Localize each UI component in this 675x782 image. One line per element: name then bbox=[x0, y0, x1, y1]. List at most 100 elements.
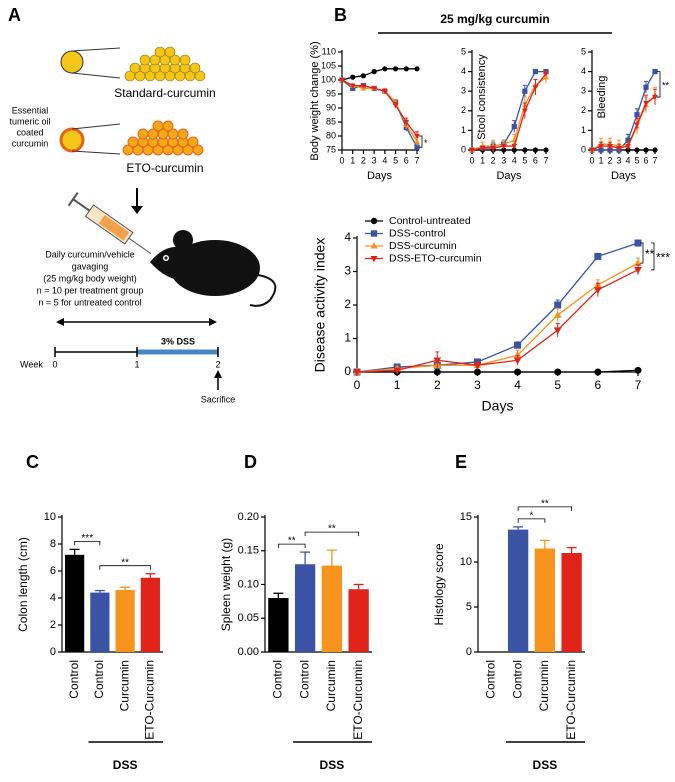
y-tick-label: 0.10 bbox=[238, 578, 259, 590]
marker bbox=[501, 147, 507, 153]
x-tick-label: Curcumin bbox=[324, 660, 338, 711]
eto-note: curcumin bbox=[12, 138, 49, 148]
protocol: Daily curcumin/vehicle bbox=[45, 249, 135, 259]
marker bbox=[522, 147, 528, 153]
sig-bracket bbox=[517, 518, 546, 523]
x-tick-label: ETO-Curcumin bbox=[143, 660, 157, 740]
x-tick-label: 0 bbox=[469, 155, 474, 165]
sig-bracket bbox=[304, 531, 360, 537]
legend-marker bbox=[370, 255, 378, 263]
marker bbox=[393, 367, 401, 375]
sacrifice-label: Sacrifice bbox=[201, 394, 236, 404]
y-tick-label: 2 bbox=[581, 105, 586, 115]
sig-bracket bbox=[657, 71, 661, 98]
particle bbox=[60, 50, 84, 74]
marker bbox=[360, 73, 367, 79]
leader bbox=[71, 150, 121, 155]
y-tick-label: 1 bbox=[581, 125, 586, 135]
sig-bracket bbox=[277, 543, 306, 549]
marker bbox=[514, 368, 522, 376]
sig-label: ** bbox=[288, 536, 296, 547]
x-tick-label: 4 bbox=[625, 155, 630, 165]
x-tick-label: 2 bbox=[434, 378, 441, 392]
marker bbox=[513, 357, 522, 365]
marker bbox=[553, 310, 562, 318]
y-tick-label: 0.15 bbox=[238, 545, 259, 557]
y-tick-label: 0 bbox=[50, 646, 56, 658]
y-axis-title: Disease activity index bbox=[312, 238, 328, 373]
b-header: 25 mg/kg curcumin bbox=[440, 12, 549, 26]
marker bbox=[382, 66, 388, 72]
x-tick-label: 2 bbox=[607, 155, 612, 165]
week-label: Week bbox=[20, 359, 43, 369]
x-tick-label: 2 bbox=[491, 155, 496, 165]
marker bbox=[350, 74, 356, 80]
mouse bbox=[150, 230, 277, 307]
marker bbox=[414, 144, 420, 150]
marker bbox=[414, 138, 420, 144]
y-tick-label: 10 bbox=[44, 511, 56, 523]
series-line bbox=[356, 262, 639, 373]
group-label: DSS bbox=[113, 758, 138, 772]
y-tick-label: 3 bbox=[581, 86, 586, 96]
y-tick-label: 110 bbox=[322, 46, 336, 56]
y-tick-label: 90 bbox=[326, 102, 336, 112]
eto-note: tumeric oil bbox=[9, 116, 50, 126]
marker bbox=[643, 84, 649, 90]
series-line bbox=[356, 242, 639, 373]
y-tick-label: 15 bbox=[460, 511, 472, 523]
panel-letter: A bbox=[8, 5, 21, 25]
leader bbox=[71, 72, 121, 79]
y-tick-label: 0.05 bbox=[238, 612, 259, 624]
x-axis-title: Days bbox=[367, 170, 393, 182]
y-tick-label: 85 bbox=[326, 116, 336, 126]
marker bbox=[652, 95, 658, 101]
eto-note: coated bbox=[16, 127, 43, 137]
x-tick-label: 6 bbox=[533, 155, 538, 165]
eto-note: Essential bbox=[12, 105, 49, 115]
y-tick-label: 95 bbox=[326, 88, 336, 98]
x-tick-label: 1 bbox=[350, 155, 355, 165]
legend-label: DSS-control bbox=[389, 227, 446, 239]
x-tick-label: 4 bbox=[514, 378, 521, 392]
x-tick-label: 4 bbox=[382, 155, 387, 165]
marker bbox=[473, 368, 481, 376]
marker bbox=[598, 144, 604, 150]
y-axis-title: Body weight change (%) bbox=[309, 41, 321, 160]
arrowhead bbox=[131, 206, 143, 214]
marker bbox=[554, 301, 562, 309]
standard-label: Standard-curcumin bbox=[114, 86, 215, 100]
y-tick-label: 1 bbox=[461, 125, 466, 135]
marker bbox=[414, 133, 420, 140]
marker bbox=[360, 83, 367, 89]
marker bbox=[433, 368, 441, 376]
x-tick-label: 6 bbox=[404, 155, 409, 165]
marker bbox=[634, 112, 640, 118]
marker bbox=[511, 123, 517, 130]
bar bbox=[348, 589, 369, 652]
marker bbox=[553, 327, 562, 335]
x-tick-label: 0 bbox=[589, 155, 594, 165]
marker bbox=[616, 145, 622, 152]
x-tick-label: 5 bbox=[393, 155, 398, 165]
series-line bbox=[356, 269, 639, 373]
marker bbox=[652, 147, 658, 153]
y-tick-label: 3 bbox=[461, 86, 466, 96]
arrowhead bbox=[214, 370, 222, 378]
marker bbox=[490, 145, 497, 152]
marker bbox=[392, 66, 399, 72]
marker bbox=[381, 89, 388, 95]
x-tick-label: 1 bbox=[480, 155, 485, 165]
sig-bracket bbox=[419, 135, 423, 148]
sig-label: * bbox=[424, 138, 428, 148]
y-tick-label: 0.00 bbox=[238, 646, 259, 658]
marker bbox=[513, 351, 522, 359]
x-tick-label: 1 bbox=[598, 155, 603, 165]
panel-letter: B bbox=[334, 5, 347, 25]
bar bbox=[507, 529, 529, 652]
marker bbox=[543, 71, 549, 77]
y-tick-label: 5 bbox=[581, 46, 586, 56]
x-tick-label: 0 bbox=[339, 155, 344, 165]
y-tick-label: 4 bbox=[50, 592, 56, 604]
x-tick-label: 3 bbox=[474, 378, 481, 392]
